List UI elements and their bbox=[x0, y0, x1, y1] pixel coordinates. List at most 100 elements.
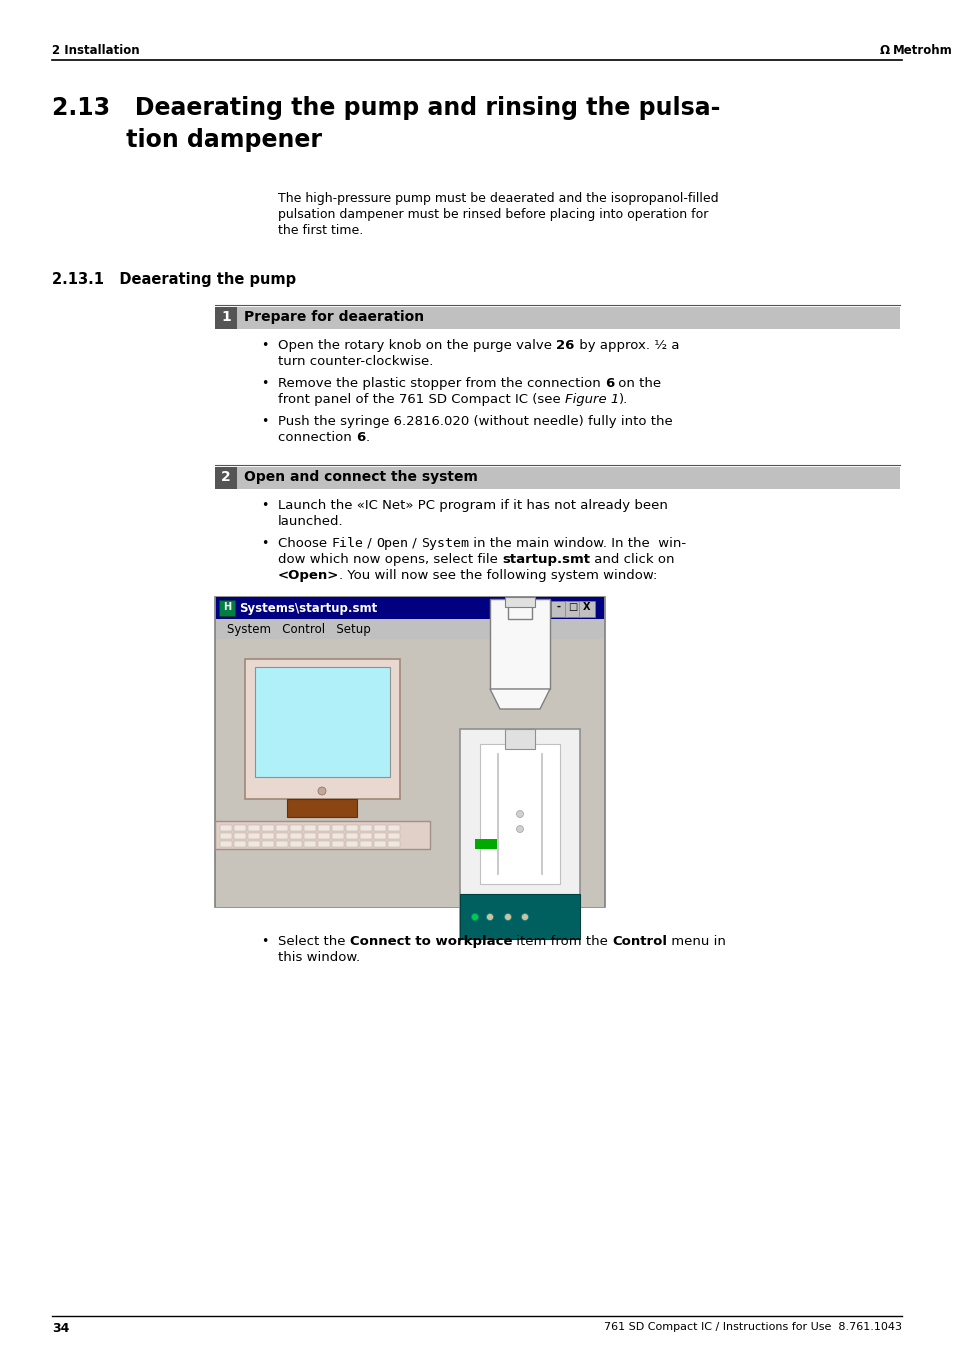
Text: the first time.: the first time. bbox=[277, 224, 363, 236]
Text: in the main window. In the  win-: in the main window. In the win- bbox=[469, 536, 686, 550]
Text: dow which now opens, select file: dow which now opens, select file bbox=[277, 553, 501, 566]
FancyBboxPatch shape bbox=[220, 834, 232, 839]
Text: 6: 6 bbox=[355, 431, 365, 444]
FancyBboxPatch shape bbox=[332, 842, 344, 847]
FancyBboxPatch shape bbox=[346, 825, 357, 831]
FancyBboxPatch shape bbox=[374, 834, 386, 839]
FancyBboxPatch shape bbox=[215, 639, 603, 907]
FancyBboxPatch shape bbox=[275, 842, 288, 847]
Text: •: • bbox=[261, 415, 268, 428]
Text: The high-pressure pump must be deaerated and the isopropanol-filled: The high-pressure pump must be deaerated… bbox=[277, 192, 718, 205]
Text: .: . bbox=[365, 431, 369, 444]
Text: item from the: item from the bbox=[512, 935, 612, 948]
Text: Control: Control bbox=[612, 935, 667, 948]
Text: 2.13   Deaerating the pump and rinsing the pulsa-: 2.13 Deaerating the pump and rinsing the… bbox=[52, 96, 720, 120]
Text: 2: 2 bbox=[221, 470, 231, 484]
Text: front panel of the 761 SD Compact IC (see: front panel of the 761 SD Compact IC (se… bbox=[277, 393, 564, 407]
Circle shape bbox=[516, 811, 523, 817]
FancyBboxPatch shape bbox=[233, 825, 246, 831]
Text: 6: 6 bbox=[604, 377, 614, 390]
Text: ).: ). bbox=[618, 393, 628, 407]
FancyBboxPatch shape bbox=[578, 601, 595, 617]
Circle shape bbox=[516, 825, 523, 832]
FancyBboxPatch shape bbox=[388, 842, 399, 847]
FancyBboxPatch shape bbox=[490, 598, 550, 689]
FancyBboxPatch shape bbox=[214, 467, 236, 489]
FancyBboxPatch shape bbox=[248, 825, 260, 831]
Text: 761 SD Compact IC / Instructions for Use  8.761.1043: 761 SD Compact IC / Instructions for Use… bbox=[603, 1323, 901, 1332]
Text: by approx. ½ a: by approx. ½ a bbox=[574, 339, 679, 353]
Text: •: • bbox=[261, 536, 268, 550]
FancyBboxPatch shape bbox=[317, 842, 330, 847]
FancyBboxPatch shape bbox=[214, 307, 236, 330]
Text: <Open>: <Open> bbox=[277, 569, 339, 582]
FancyBboxPatch shape bbox=[346, 834, 357, 839]
FancyBboxPatch shape bbox=[551, 601, 566, 617]
Text: •: • bbox=[261, 377, 268, 390]
FancyBboxPatch shape bbox=[374, 825, 386, 831]
FancyBboxPatch shape bbox=[346, 842, 357, 847]
FancyBboxPatch shape bbox=[248, 834, 260, 839]
FancyBboxPatch shape bbox=[504, 730, 535, 748]
FancyBboxPatch shape bbox=[304, 842, 315, 847]
Text: launched.: launched. bbox=[277, 515, 343, 528]
FancyBboxPatch shape bbox=[245, 659, 399, 798]
Text: H: H bbox=[223, 603, 231, 612]
FancyBboxPatch shape bbox=[262, 834, 274, 839]
Text: 1: 1 bbox=[221, 309, 231, 324]
FancyBboxPatch shape bbox=[504, 597, 535, 607]
FancyBboxPatch shape bbox=[507, 598, 532, 619]
Circle shape bbox=[521, 913, 528, 920]
Circle shape bbox=[486, 913, 493, 920]
FancyBboxPatch shape bbox=[290, 834, 302, 839]
Text: connection: connection bbox=[277, 431, 355, 444]
FancyBboxPatch shape bbox=[374, 842, 386, 847]
Text: □: □ bbox=[568, 603, 577, 612]
Text: •: • bbox=[261, 339, 268, 353]
Text: X: X bbox=[582, 603, 590, 612]
FancyBboxPatch shape bbox=[220, 842, 232, 847]
Text: Prepare for deaeration: Prepare for deaeration bbox=[244, 309, 424, 324]
FancyBboxPatch shape bbox=[304, 834, 315, 839]
FancyBboxPatch shape bbox=[459, 730, 579, 939]
Text: Systems\startup.smt: Systems\startup.smt bbox=[239, 603, 376, 615]
Text: this window.: this window. bbox=[277, 951, 359, 965]
Text: turn counter-clockwise.: turn counter-clockwise. bbox=[277, 355, 433, 367]
Text: menu in: menu in bbox=[667, 935, 725, 948]
FancyBboxPatch shape bbox=[254, 667, 390, 777]
FancyBboxPatch shape bbox=[459, 894, 579, 939]
FancyBboxPatch shape bbox=[388, 834, 399, 839]
FancyBboxPatch shape bbox=[479, 744, 559, 884]
Text: Connect to workplace: Connect to workplace bbox=[350, 935, 512, 948]
FancyBboxPatch shape bbox=[290, 825, 302, 831]
Text: on the: on the bbox=[614, 377, 660, 390]
FancyBboxPatch shape bbox=[275, 834, 288, 839]
FancyBboxPatch shape bbox=[233, 834, 246, 839]
Text: 34: 34 bbox=[52, 1323, 70, 1335]
FancyBboxPatch shape bbox=[248, 842, 260, 847]
Text: Launch the «IC Net» PC program if it has not already been: Launch the «IC Net» PC program if it has… bbox=[277, 499, 667, 512]
Circle shape bbox=[317, 788, 326, 794]
FancyBboxPatch shape bbox=[317, 825, 330, 831]
FancyBboxPatch shape bbox=[262, 842, 274, 847]
Circle shape bbox=[504, 913, 511, 920]
Text: Remove the plastic stopper from the connection: Remove the plastic stopper from the conn… bbox=[277, 377, 604, 390]
Polygon shape bbox=[490, 689, 550, 709]
Text: Figure 1: Figure 1 bbox=[564, 393, 618, 407]
FancyBboxPatch shape bbox=[214, 821, 430, 848]
Text: /: / bbox=[408, 536, 421, 550]
Text: System: System bbox=[421, 536, 469, 550]
Text: •: • bbox=[261, 935, 268, 948]
FancyBboxPatch shape bbox=[332, 825, 344, 831]
Text: -: - bbox=[557, 603, 560, 612]
Text: 2 Installation: 2 Installation bbox=[52, 45, 139, 57]
FancyBboxPatch shape bbox=[215, 619, 603, 639]
Text: Ω: Ω bbox=[879, 45, 889, 57]
FancyBboxPatch shape bbox=[304, 825, 315, 831]
Text: Metrohm: Metrohm bbox=[892, 45, 952, 57]
FancyBboxPatch shape bbox=[359, 834, 372, 839]
FancyBboxPatch shape bbox=[564, 601, 580, 617]
FancyBboxPatch shape bbox=[233, 842, 246, 847]
Text: Select the: Select the bbox=[277, 935, 350, 948]
Text: 2.13.1   Deaerating the pump: 2.13.1 Deaerating the pump bbox=[52, 272, 295, 286]
